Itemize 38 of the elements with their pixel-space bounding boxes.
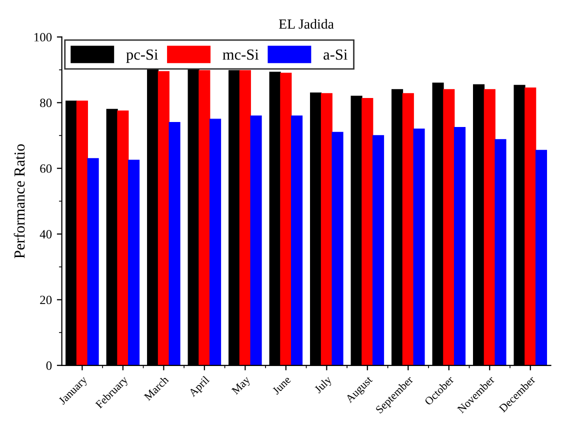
bar: [320, 93, 332, 366]
y-tick-label: 20: [40, 296, 52, 304]
legend-label: a-Si: [324, 49, 348, 60]
bar: [210, 118, 222, 366]
bar: [239, 70, 251, 366]
x-tick-label: May: [231, 375, 252, 396]
y-tick-label: 100: [34, 33, 52, 42]
bar: [535, 150, 548, 366]
bar: [454, 126, 466, 366]
bar: [128, 160, 140, 366]
bar: [332, 132, 344, 366]
bar: [443, 89, 455, 366]
bar: [250, 115, 262, 366]
y-tick-label: 0: [46, 361, 52, 370]
bar: [76, 100, 88, 366]
bar: [372, 135, 384, 366]
y-tick-label: 60: [40, 164, 52, 173]
bar: [291, 115, 303, 366]
bar: [494, 139, 506, 366]
bar: [402, 93, 414, 366]
y-tick-label: 80: [40, 98, 52, 108]
bar: [413, 128, 425, 366]
chart-title: EL Jadida: [278, 19, 334, 29]
bar: [117, 110, 129, 366]
bar: [280, 72, 292, 366]
x-tick-label: June: [272, 376, 292, 395]
legend-label: pc-Si: [126, 49, 158, 63]
bar: [362, 98, 374, 366]
legend-label: mc-Si: [222, 49, 259, 60]
bar: [484, 89, 496, 366]
x-tick-label: July: [314, 375, 334, 396]
bar: [168, 122, 180, 366]
y-axis-title: Performance Ratio: [14, 144, 25, 258]
bar: [524, 88, 536, 366]
bar: [198, 70, 210, 366]
y-tick-label: 40: [40, 230, 52, 238]
bar: [158, 71, 170, 366]
bar: [87, 158, 99, 366]
